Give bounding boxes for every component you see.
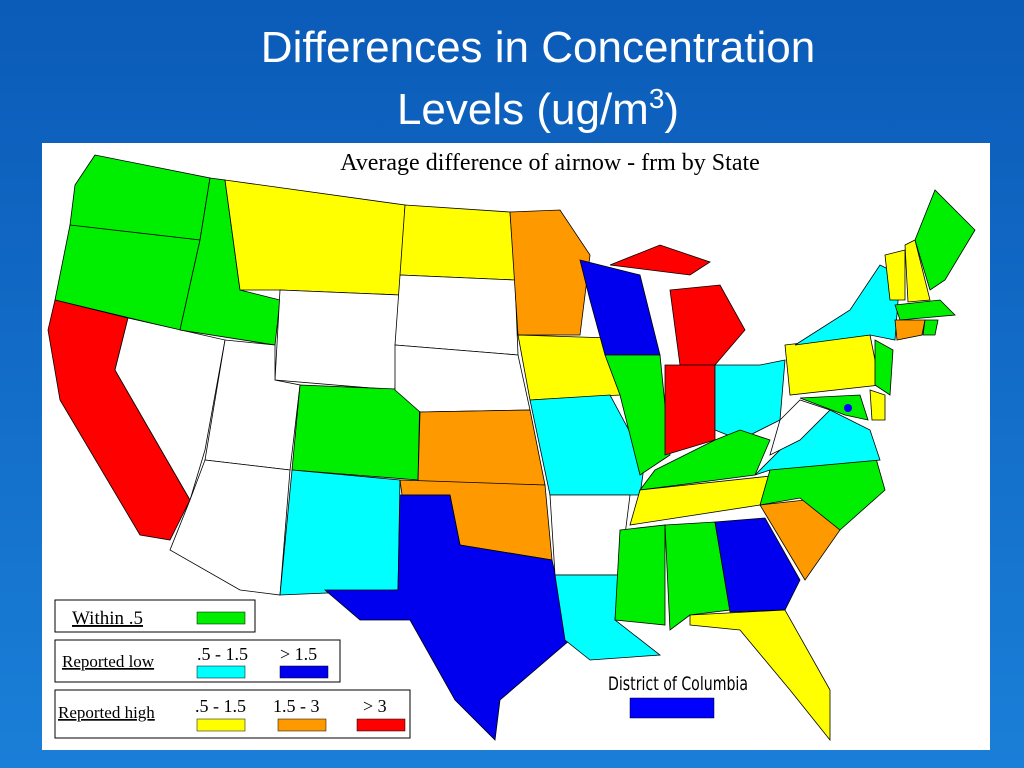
map-title: Average difference of airnow - frm by St… xyxy=(340,150,760,176)
state xyxy=(604,354,671,476)
state xyxy=(669,284,746,366)
state xyxy=(417,409,546,486)
state xyxy=(914,189,976,291)
dc-marker xyxy=(844,404,852,412)
state xyxy=(884,249,906,301)
state xyxy=(689,609,831,742)
state xyxy=(714,517,801,613)
state xyxy=(394,274,519,356)
state xyxy=(394,344,531,413)
state xyxy=(114,317,226,502)
state xyxy=(922,319,939,336)
state xyxy=(904,239,931,303)
state xyxy=(274,289,401,391)
state xyxy=(869,389,886,421)
legend-item-label: .5 - 1.5 xyxy=(197,644,248,664)
title-text: Levels (ug/m xyxy=(397,85,649,134)
title-close: ) xyxy=(664,85,679,134)
state xyxy=(291,384,421,481)
legend-box xyxy=(54,689,411,739)
legend-item-label: > 3 xyxy=(363,696,387,716)
legend-item-label: > 1.5 xyxy=(280,644,317,664)
states xyxy=(47,154,976,742)
legend-label: Reported high xyxy=(58,703,155,722)
dc-swatch xyxy=(629,697,715,719)
legend-swatch xyxy=(196,611,246,625)
state xyxy=(894,299,956,321)
legend-label: Within .5 xyxy=(72,608,143,629)
legend-item-label: 1.5 - 3 xyxy=(273,696,320,716)
legend-swatch xyxy=(356,718,406,732)
legend-swatch xyxy=(279,665,329,679)
state xyxy=(769,399,831,456)
legend-swatch xyxy=(196,718,246,732)
slide-title-line2: Levels (ug/m3) xyxy=(397,83,679,134)
state xyxy=(874,339,894,396)
state xyxy=(279,469,401,596)
state xyxy=(664,364,716,456)
state xyxy=(399,204,516,281)
slide-title-line1: Differences in Concentration xyxy=(261,23,815,72)
state xyxy=(799,394,869,421)
legend-label: Reported low xyxy=(62,652,155,671)
state xyxy=(529,394,646,496)
state xyxy=(664,521,731,631)
legend-swatch xyxy=(277,718,327,732)
legend-item-label: .5 - 1.5 xyxy=(195,696,246,716)
state xyxy=(509,209,591,336)
title-superscript: 3 xyxy=(649,83,665,114)
dc-label: District of Columbia xyxy=(608,673,748,695)
state xyxy=(169,459,291,596)
legend-swatch xyxy=(196,665,246,679)
state xyxy=(894,319,926,341)
state xyxy=(614,524,666,626)
state xyxy=(323,494,571,741)
state xyxy=(609,244,711,276)
